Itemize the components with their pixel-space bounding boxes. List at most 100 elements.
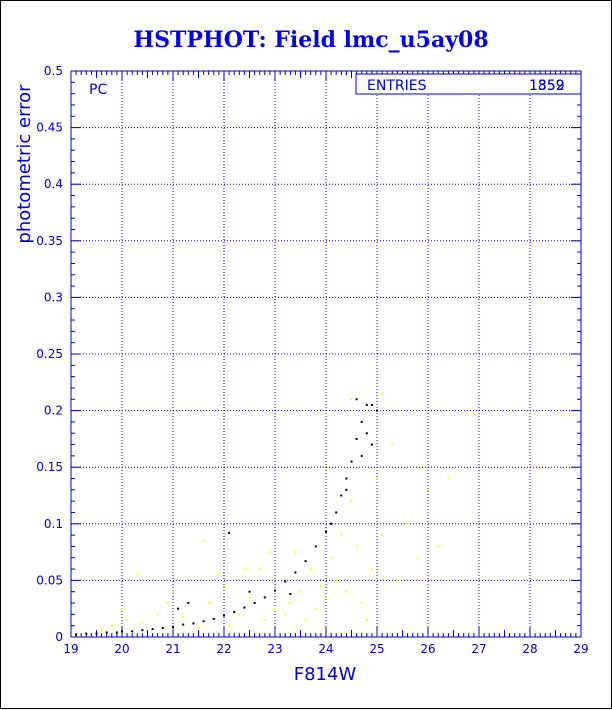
y-tick-label: 0.35 xyxy=(36,234,63,248)
axis-ticks: 19 20 21 22 23 24 25 26 27 28 29 0 0.05 0.1 0.15 0.2 0.2… xyxy=(36,64,588,656)
y-tick-label: 0.25 xyxy=(36,347,63,361)
data-point-yellow xyxy=(381,534,384,537)
y-tick-label: 0.45 xyxy=(36,121,63,135)
data-point-black xyxy=(365,432,368,435)
y-tick-label: 0.2 xyxy=(44,404,63,418)
panel-label: PC xyxy=(89,82,107,98)
x-tick-label: 22 xyxy=(216,642,231,656)
x-tick-label: 25 xyxy=(369,642,384,656)
data-point-black xyxy=(376,409,378,412)
data-point-yellow xyxy=(335,579,338,582)
data-point-black xyxy=(177,607,180,610)
data-point-black xyxy=(233,611,236,614)
data-point-black xyxy=(223,614,225,617)
data-point-yellow xyxy=(217,573,220,576)
data-point-yellow xyxy=(274,607,276,610)
data-point-yellow xyxy=(289,602,292,605)
x-tick-label: 21 xyxy=(165,642,180,656)
data-point-yellow xyxy=(319,585,322,588)
y-tick-label: 0 xyxy=(55,630,63,644)
x-tick-label: 27 xyxy=(471,642,486,656)
data-point-black xyxy=(345,477,348,480)
data-point-yellow xyxy=(350,398,353,401)
stats-box-value-1: 1852 xyxy=(529,78,565,94)
data-point-yellow xyxy=(370,568,373,571)
data-point-black xyxy=(121,630,123,633)
data-point-yellow xyxy=(416,556,419,559)
data-point-yellow xyxy=(197,626,200,629)
data-point-black xyxy=(330,522,333,525)
data-point-yellow xyxy=(248,596,251,599)
data-point-yellow xyxy=(121,607,123,610)
data-point-yellow xyxy=(207,602,210,605)
data-point-yellow xyxy=(340,534,343,537)
data-point-black xyxy=(105,631,108,634)
y-axis-label: photometric error xyxy=(14,84,35,244)
data-point-black xyxy=(248,590,251,593)
data-point-yellow xyxy=(294,551,297,554)
data-point-yellow xyxy=(376,477,378,480)
data-point-yellow xyxy=(141,622,144,625)
data-point-yellow xyxy=(166,602,169,605)
data-point-yellow xyxy=(136,573,139,576)
data-point-yellow xyxy=(365,619,368,622)
grid-lines xyxy=(71,71,581,637)
data-point-black xyxy=(355,398,358,401)
data-point-yellow xyxy=(345,590,348,593)
data-point-black xyxy=(274,589,276,592)
data-point-yellow xyxy=(172,590,174,593)
data-point-black xyxy=(151,628,154,631)
data-point-black xyxy=(370,403,373,406)
x-tick-label: 19 xyxy=(63,642,78,656)
data-point-black xyxy=(294,571,297,574)
data-point-yellow xyxy=(228,624,231,627)
data-point-black xyxy=(243,606,246,609)
x-tick-label: 20 xyxy=(114,642,129,656)
data-point-yellow xyxy=(258,568,261,571)
data-point-yellow xyxy=(110,624,113,627)
data-point-black xyxy=(228,531,231,534)
data-point-black xyxy=(85,632,88,635)
data-point-black xyxy=(284,580,287,583)
data-point-yellow xyxy=(391,443,394,446)
data-point-yellow xyxy=(299,590,302,593)
data-point-yellow xyxy=(381,392,384,395)
data-point-yellow xyxy=(263,619,266,622)
x-tick-label: 26 xyxy=(420,642,435,656)
data-point-black xyxy=(335,511,338,514)
data-point-black xyxy=(263,596,266,599)
data-point-black xyxy=(345,488,348,491)
y-tick-label: 0.5 xyxy=(44,64,63,78)
data-point-black xyxy=(192,622,195,625)
data-point-yellow xyxy=(447,477,450,480)
data-point-yellow xyxy=(309,568,312,571)
data-point-black xyxy=(365,403,368,406)
data-point-black xyxy=(187,602,190,605)
data-point-black xyxy=(202,620,205,623)
data-point-yellow xyxy=(427,488,429,491)
data-point-yellow xyxy=(284,613,287,616)
data-point-yellow xyxy=(330,556,333,559)
stats-box: ENTRIES 1852 1359 xyxy=(355,73,582,95)
data-point-black xyxy=(325,530,327,533)
data-point-black xyxy=(172,625,174,628)
data-point-yellow xyxy=(350,500,353,503)
data-point-yellow xyxy=(396,579,399,582)
x-tick-label: 24 xyxy=(318,642,333,656)
data-point-black xyxy=(370,443,373,446)
data-point-yellow xyxy=(100,629,103,632)
stats-box-value-2: 1359 xyxy=(529,78,565,94)
data-point-yellow xyxy=(182,615,185,618)
chart-title: HSTPHOT: Field lmc_u5ay08 xyxy=(133,27,488,53)
data-point-black xyxy=(360,454,363,457)
data-point-yellow xyxy=(406,522,409,525)
x-tick-label: 28 xyxy=(522,642,537,656)
data-points xyxy=(75,392,450,636)
data-point-yellow xyxy=(268,551,271,554)
data-point-yellow xyxy=(325,596,327,599)
data-point-yellow xyxy=(238,613,241,616)
data-point-yellow xyxy=(126,619,129,622)
data-point-black xyxy=(340,494,343,497)
data-point-yellow xyxy=(243,568,246,571)
